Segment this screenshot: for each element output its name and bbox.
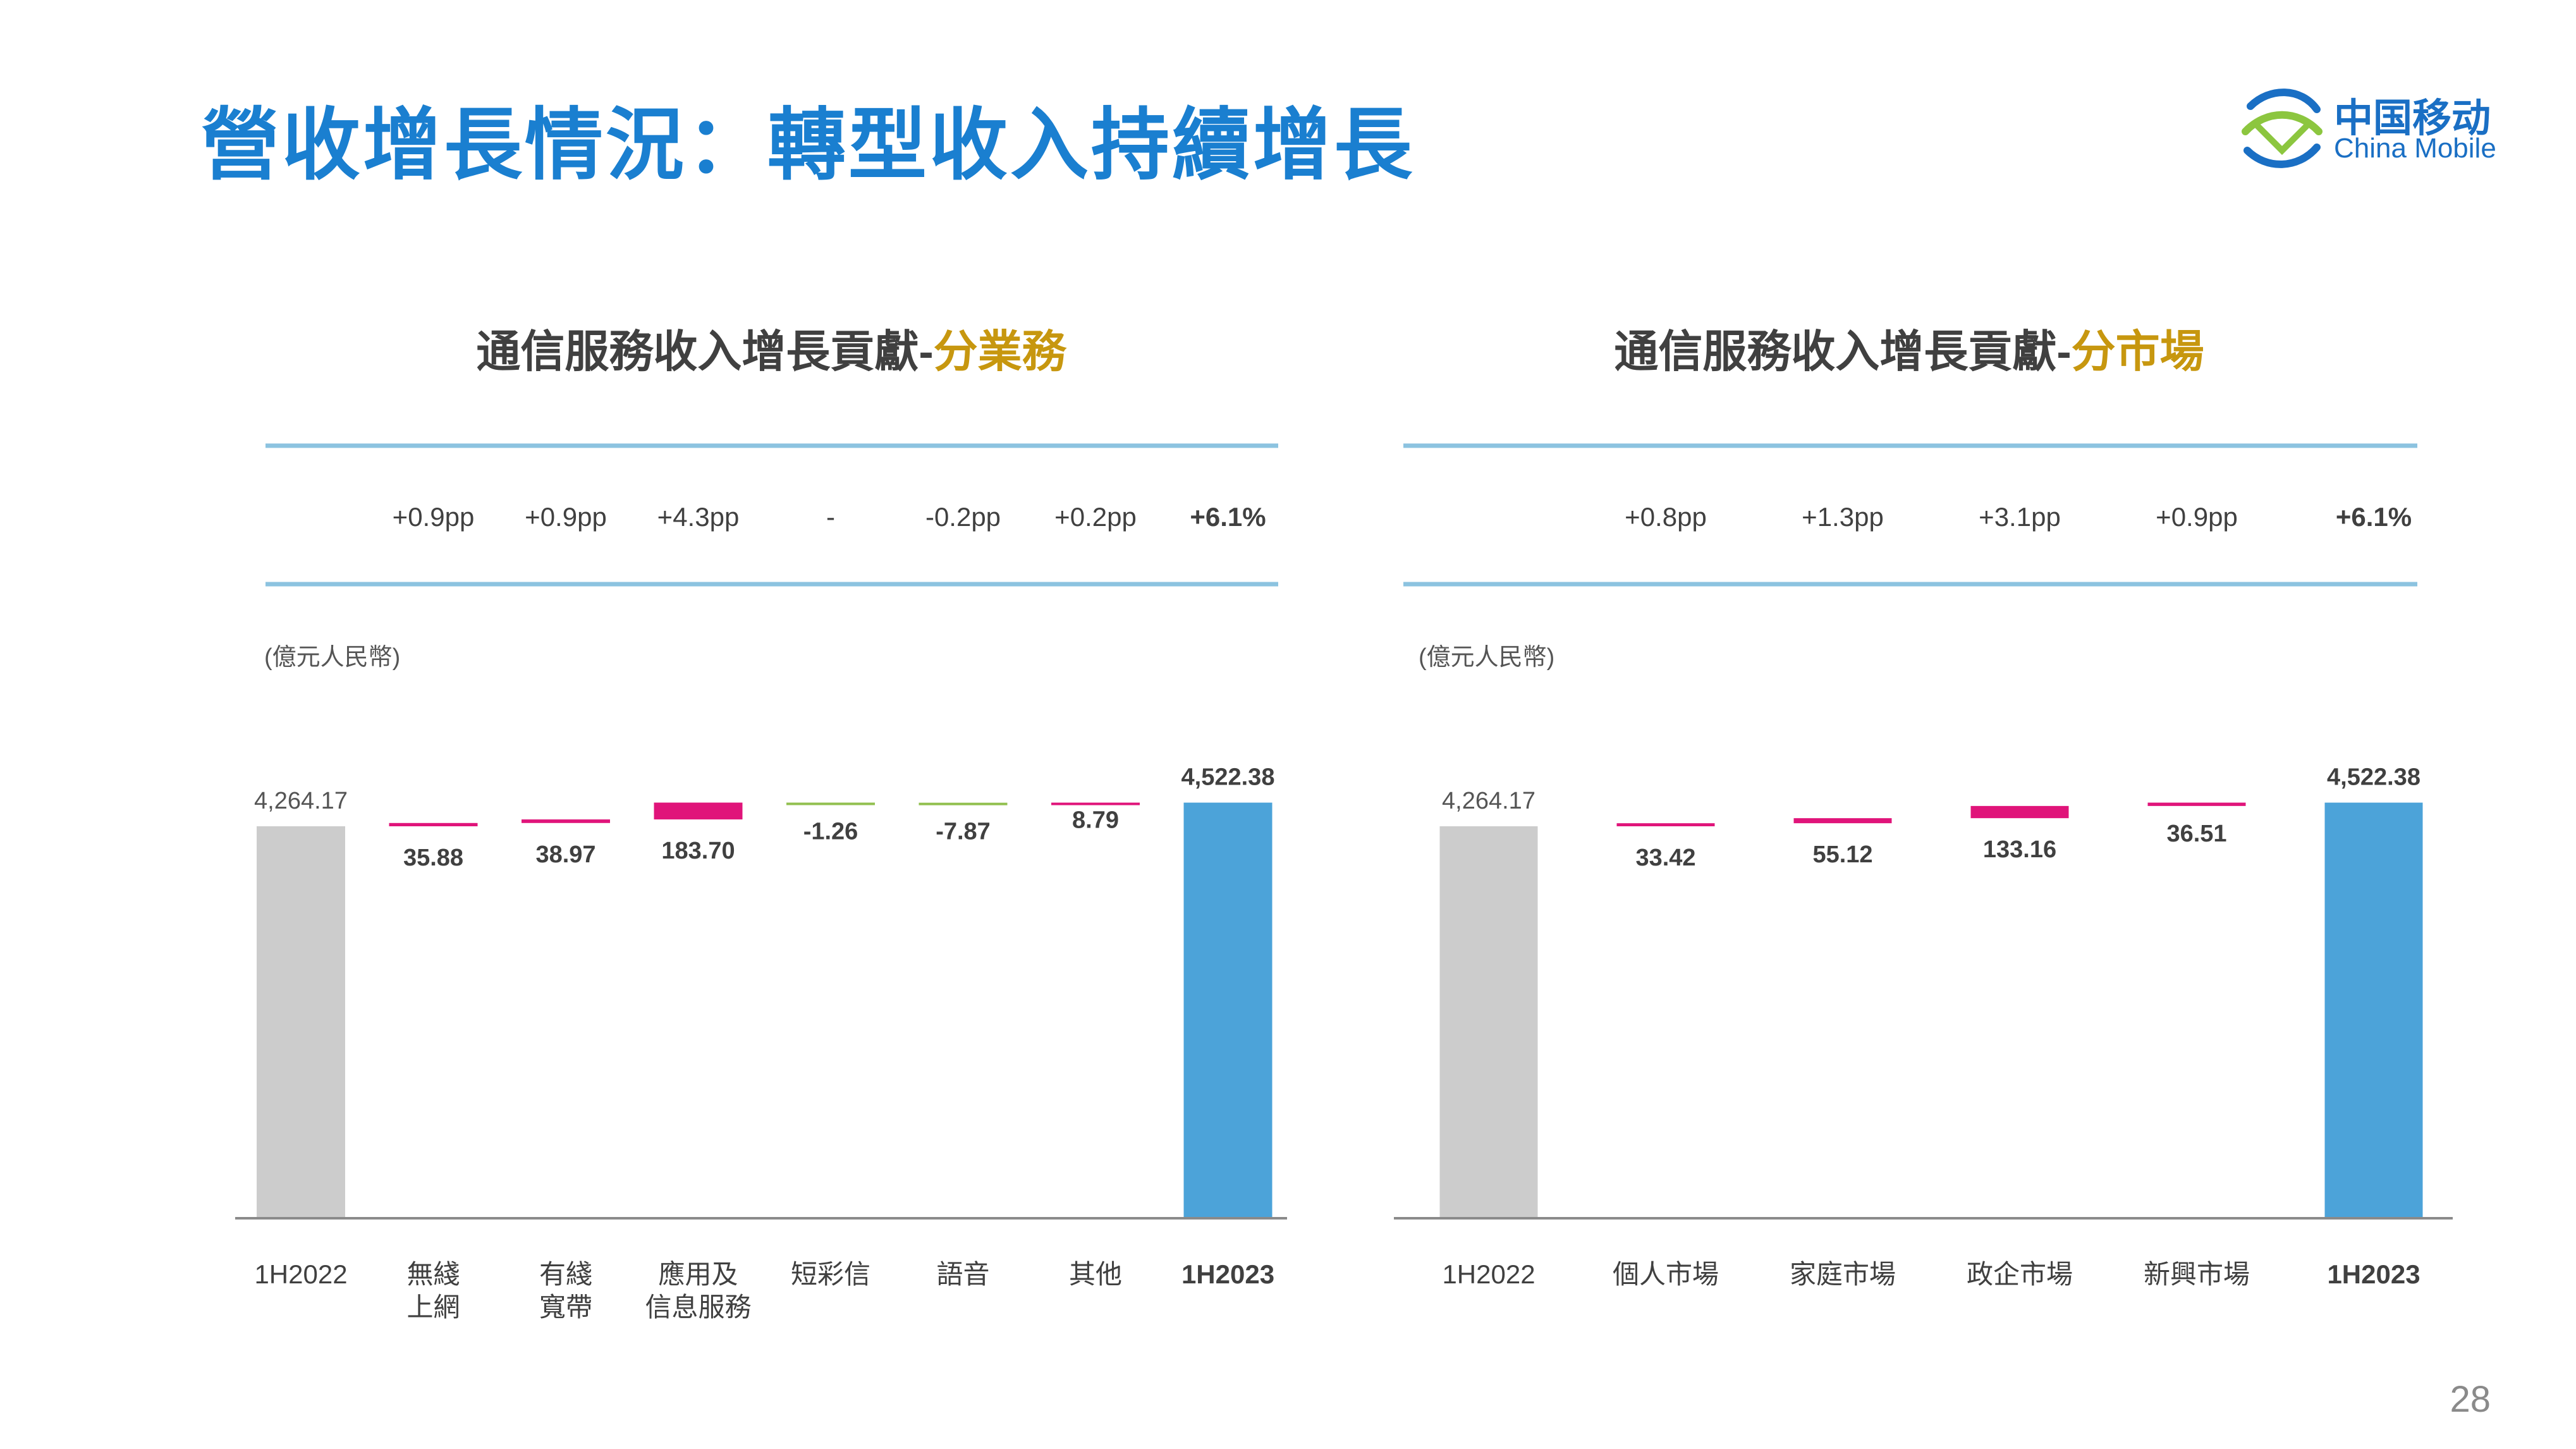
left-value-label-1: 35.88 xyxy=(403,845,463,871)
left-value-label-5: -7.87 xyxy=(936,819,991,845)
left-unit-label: (億元人民幣) xyxy=(264,644,400,671)
right-value-label-2: 55.12 xyxy=(1812,841,1872,868)
right-chart-title-accent: 分市場 xyxy=(2071,327,2204,376)
right-bar-4 xyxy=(2147,802,2246,806)
logo-text-en: China Mobile xyxy=(2334,133,2496,164)
left-bar-6 xyxy=(1051,802,1140,805)
right-value-label-5: 4,522.38 xyxy=(2327,764,2420,791)
left-bar-0 xyxy=(257,826,345,1217)
left-contribution-6: +0.2pp xyxy=(1054,502,1137,532)
left-category-label-3-line-0: 應用及 xyxy=(658,1259,738,1289)
right-contribution-4: +0.9pp xyxy=(2156,502,2238,532)
left-bar-5 xyxy=(919,802,1008,805)
left-category-label-3-line-1: 信息服務 xyxy=(645,1292,751,1322)
right-category-label-2: 家庭市場 xyxy=(1790,1259,1896,1289)
page-number: 28 xyxy=(2450,1379,2491,1420)
left-value-label-3: 183.70 xyxy=(661,838,735,864)
left-bar-1 xyxy=(389,822,478,826)
right-category-label-5: 1H2023 xyxy=(2327,1259,2420,1289)
left-category-label-5: 語音 xyxy=(936,1259,989,1289)
left-contribution-2: +0.9pp xyxy=(525,502,607,532)
left-bar-3 xyxy=(654,802,743,820)
left-category-label-0: 1H2022 xyxy=(254,1259,347,1289)
right-bar-1 xyxy=(1616,823,1715,826)
china-mobile-logo-icon xyxy=(2242,89,2323,168)
slide-title: 營收增長情況：轉型收入持續增長 xyxy=(201,102,1415,189)
left-value-label-6: 8.79 xyxy=(1072,807,1119,834)
left-contribution-7: +6.1% xyxy=(1190,502,1266,532)
right-value-label-0: 4,264.17 xyxy=(1442,788,1535,814)
left-chart-title-accent: 分業務 xyxy=(933,327,1066,376)
left-contribution-4: - xyxy=(826,502,835,532)
left-category-label-1-line-1: 上網 xyxy=(406,1292,460,1322)
left-bar-4 xyxy=(786,802,875,805)
right-unit-label: (億元人民幣) xyxy=(1419,644,1554,671)
right-category-label-4: 新興市場 xyxy=(2144,1259,2250,1289)
right-bar-0 xyxy=(1439,826,1538,1217)
left-contribution-3: +4.3pp xyxy=(657,502,740,532)
right-contribution-5: +6.1% xyxy=(2336,502,2412,532)
left-value-label-2: 38.97 xyxy=(535,841,595,868)
right-contribution-1: +0.8pp xyxy=(1625,502,1707,532)
left-contribution-1: +0.9pp xyxy=(393,502,475,532)
right-value-label-1: 33.42 xyxy=(1635,845,1695,871)
right-bar-5 xyxy=(2324,802,2423,1217)
right-category-label-3: 政企市場 xyxy=(1967,1259,2073,1289)
left-category-label-2-line-1: 寬帶 xyxy=(539,1292,592,1322)
left-category-label-4: 短彩信 xyxy=(791,1259,870,1289)
right-chart-title: 通信服務收入增長貢獻-分市場 xyxy=(1614,327,2204,376)
right-category-label-1: 個人市場 xyxy=(1613,1259,1719,1289)
left-contribution-5: -0.2pp xyxy=(925,502,1001,532)
right-category-label-0: 1H2022 xyxy=(1442,1259,1535,1289)
left-category-label-6: 其他 xyxy=(1069,1259,1122,1289)
left-category-label-7: 1H2023 xyxy=(1181,1259,1274,1289)
right-chart-title-main: 通信服務收入增長貢獻 xyxy=(1614,327,2057,376)
logo-text-cn: 中国移动 xyxy=(2334,97,2491,140)
right-contribution-2: +1.3pp xyxy=(1802,502,1884,532)
right-bar-2 xyxy=(1793,818,1892,824)
left-category-label-2-line-0: 有綫 xyxy=(539,1259,592,1289)
left-value-label-7: 4,522.38 xyxy=(1181,764,1275,791)
right-value-label-3: 133.16 xyxy=(1983,836,2056,863)
left-value-label-4: -1.26 xyxy=(803,819,858,845)
left-chart-title: 通信服務收入增長貢獻-分業務 xyxy=(476,327,1066,376)
right-contribution-3: +3.1pp xyxy=(1979,502,2061,532)
left-chart-title-main: 通信服務收入增長貢獻 xyxy=(476,327,919,376)
left-bar-7 xyxy=(1183,802,1273,1217)
right-value-label-4: 36.51 xyxy=(2166,821,2226,847)
china-mobile-logo: 中国移动 China Mobile xyxy=(2238,81,2503,176)
left-value-label-0: 4,264.17 xyxy=(254,788,348,814)
right-bar-3 xyxy=(1970,805,2069,819)
left-category-label-1-line-0: 無綫 xyxy=(406,1259,460,1289)
left-bar-2 xyxy=(522,819,610,823)
